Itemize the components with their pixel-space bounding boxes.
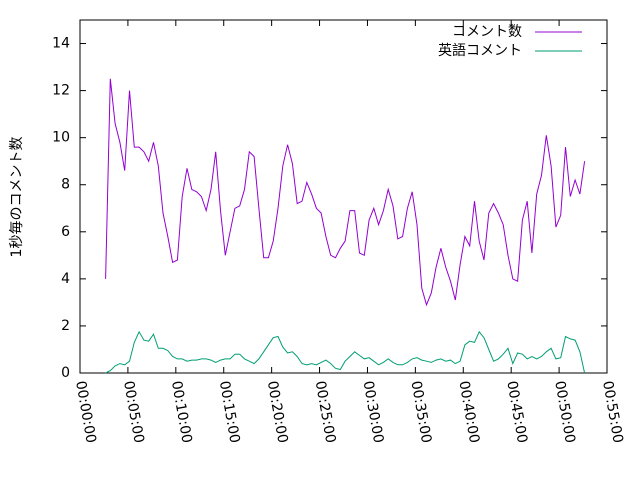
x-tick-label: 00:35:00 xyxy=(407,380,434,445)
y-tick-label: 4 xyxy=(61,271,70,287)
x-tick-label: 00:45:00 xyxy=(503,380,530,445)
x-tick-label: 00:00:00 xyxy=(72,380,99,445)
x-tick-label: 00:50:00 xyxy=(551,380,578,445)
x-tick-label: 00:20:00 xyxy=(264,380,291,445)
y-tick-label: 2 xyxy=(61,318,70,334)
y-axis-label: 1秒毎のコメント数 xyxy=(9,137,25,258)
x-tick-label: 00:05:00 xyxy=(120,380,147,445)
y-tick-label: 0 xyxy=(61,365,70,381)
series-line xyxy=(105,78,586,307)
plot-border xyxy=(79,19,608,374)
x-tick-label: 00:10:00 xyxy=(168,380,195,445)
series-line xyxy=(105,330,586,374)
x-tick-label: 00:25:00 xyxy=(312,380,339,445)
y-tick-label: 6 xyxy=(61,224,70,240)
x-tick-label: 00:15:00 xyxy=(216,380,243,445)
y-tick-label: 12 xyxy=(52,83,70,99)
y-tick-label: 14 xyxy=(52,36,70,52)
x-tick-label: 00:55:00 xyxy=(599,380,626,445)
legend-label: コメント数 xyxy=(452,24,522,40)
y-tick-label: 10 xyxy=(52,130,70,146)
legend-label: 英語コメント xyxy=(438,42,522,59)
y-tick-label: 8 xyxy=(61,177,70,193)
x-tick-label: 00:30:00 xyxy=(360,380,387,445)
x-tick-label: 00:40:00 xyxy=(455,380,482,445)
